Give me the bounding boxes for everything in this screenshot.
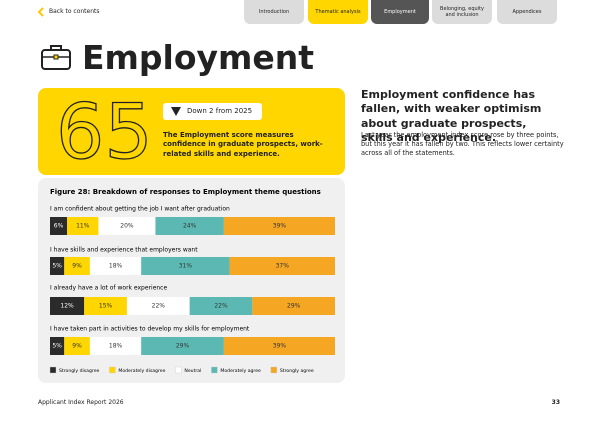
question-label: I have skills and experience that employ…: [50, 247, 198, 254]
nav-tab[interactable]: Introduction: [244, 0, 304, 24]
value-label: 9%: [72, 263, 82, 270]
value-label: 6%: [54, 223, 64, 230]
question-label: I am confident about getting the job I w…: [50, 206, 230, 213]
legend-label: Moderately agree: [220, 368, 261, 374]
bar-segment: [89, 337, 142, 355]
value-label: 22%: [214, 303, 228, 310]
value-label: 15%: [99, 303, 113, 310]
chart-title: Figure 28: Breakdown of responses to Emp…: [50, 188, 321, 196]
back-icon: [37, 7, 44, 17]
bar-segment: [141, 257, 230, 275]
bar-segment: [189, 297, 253, 315]
bar-segment: [50, 337, 65, 355]
legend-swatch: [175, 366, 182, 374]
legend-label: Neutral: [184, 368, 201, 374]
bar-segment: [67, 217, 99, 235]
back-link[interactable]: Back to contents: [49, 8, 100, 15]
bar-segment: [50, 217, 68, 235]
value-label: 18%: [109, 263, 123, 270]
question-label: I have taken part in activities to devel…: [50, 326, 250, 333]
legend-label: Strongly agree: [280, 368, 314, 374]
bar-segment: [50, 297, 85, 315]
value-label: 5%: [52, 343, 62, 350]
score-card: [38, 88, 345, 175]
bar-segment: [64, 257, 90, 275]
legend-label: Strongly disagree: [59, 368, 100, 374]
value-label: 29%: [287, 303, 301, 310]
bar-segment: [252, 297, 335, 315]
score-description: The Employment score measures confidence…: [163, 131, 323, 158]
value-label: 39%: [273, 223, 287, 230]
bar-segment: [126, 297, 190, 315]
value-label: 18%: [109, 343, 123, 350]
legend-swatch: [49, 366, 57, 374]
chart: Figure 28: Breakdown of responses to Emp…: [49, 188, 335, 374]
score-value: 65: [55, 87, 153, 176]
bar-segment: [223, 337, 335, 355]
value-label: 31%: [179, 263, 193, 270]
side-body: Last year the employment index score ros…: [361, 131, 564, 157]
nav-tab[interactable]: Employment: [371, 0, 429, 24]
page-title: Employment: [82, 38, 315, 77]
nav-tab[interactable]: Belonging, equity and inclusion: [432, 0, 492, 24]
value-label: 20%: [120, 223, 134, 230]
change-text: Down 2 from 2025: [187, 107, 253, 115]
side-heading: Employment confidence has fallen, with w…: [361, 88, 542, 144]
bar-segment: [229, 257, 335, 275]
legend-swatch: [270, 366, 278, 374]
bar-segment: [50, 257, 65, 275]
page-number: 33: [551, 399, 560, 406]
bar-segment: [223, 217, 335, 235]
bar-segment: [89, 257, 142, 275]
value-label: 29%: [176, 343, 190, 350]
nav-tab[interactable]: Thematic analysis: [308, 0, 368, 24]
value-label: 24%: [183, 223, 197, 230]
value-label: 5%: [52, 263, 62, 270]
value-label: 39%: [273, 343, 287, 350]
down-arrow: [171, 107, 181, 116]
bar-segment: [98, 217, 156, 235]
bar-segment: [141, 337, 224, 355]
briefcase-icon: [41, 45, 71, 70]
bar-segment: [155, 217, 224, 235]
value-label: 37%: [276, 263, 290, 270]
legend-swatch: [211, 366, 218, 374]
bar-segment: [64, 337, 90, 355]
value-label: 9%: [72, 343, 82, 350]
footer-report: Applicant Index Report 2026: [38, 399, 124, 406]
change-pill: [163, 103, 262, 120]
value-label: 11%: [76, 223, 90, 230]
legend-swatch: [109, 366, 116, 374]
value-label: 22%: [152, 303, 166, 310]
bar-segment: [84, 297, 127, 315]
nav-tab[interactable]: Appendices: [497, 0, 557, 24]
legend-label: Moderately disagree: [118, 368, 165, 374]
value-label: 12%: [60, 303, 74, 310]
question-label: I already have a lot of work experience: [50, 285, 167, 292]
